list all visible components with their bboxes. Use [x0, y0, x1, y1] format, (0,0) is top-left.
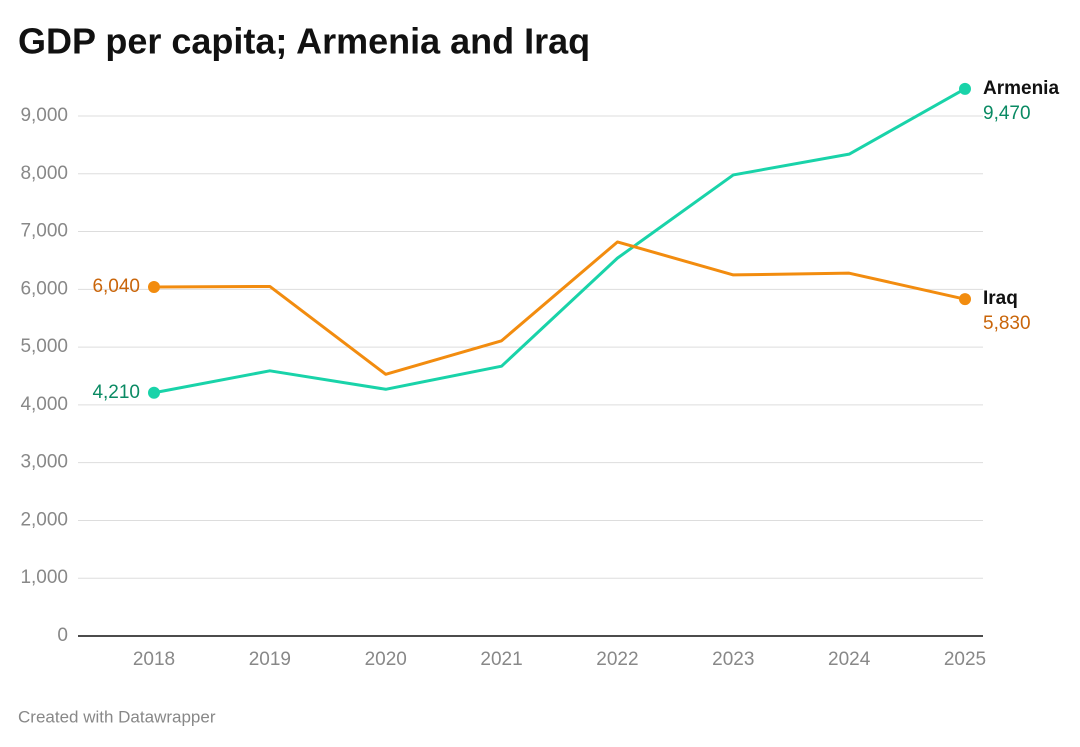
x-tick-label: 2023	[712, 649, 754, 670]
series-line	[153, 240, 966, 376]
value-label: 6,040	[92, 276, 140, 297]
x-tick-label: 2024	[828, 649, 871, 670]
y-tick-label: 3,000	[20, 452, 68, 473]
y-tick-label: 9,000	[20, 105, 68, 126]
y-tick-label: 6,000	[20, 278, 68, 299]
value-label: 9,470	[983, 103, 1031, 124]
value-label: 5,830	[983, 313, 1031, 334]
y-tick-label: 0	[57, 625, 68, 646]
y-tick-label: 1,000	[20, 567, 68, 588]
y-tick-label: 5,000	[20, 336, 68, 357]
series-name: Armenia	[983, 78, 1059, 99]
point	[148, 386, 160, 399]
x-tick-label: 2020	[365, 649, 407, 670]
point	[959, 293, 971, 306]
y-tick-label: 4,000	[20, 394, 68, 415]
x-tick-label: 2018	[133, 649, 175, 670]
x-tick-label: 2019	[249, 649, 291, 670]
x-tick-label: 2022	[596, 649, 638, 670]
chart-title: GDP per capita; Armenia and Iraq	[18, 21, 590, 62]
y-tick-label: 2,000	[20, 509, 68, 530]
y-tick-label: 7,000	[20, 221, 68, 242]
y-tick-label: 8,000	[20, 163, 68, 184]
x-tick-label: 2025	[944, 649, 986, 670]
value-label: 4,210	[92, 382, 140, 403]
point	[148, 281, 160, 294]
source-note: Created with Datawrapper	[18, 707, 216, 726]
series-name: Iraq	[983, 288, 1018, 309]
series-line	[153, 87, 966, 395]
point	[959, 82, 971, 95]
x-tick-label: 2021	[480, 649, 522, 670]
